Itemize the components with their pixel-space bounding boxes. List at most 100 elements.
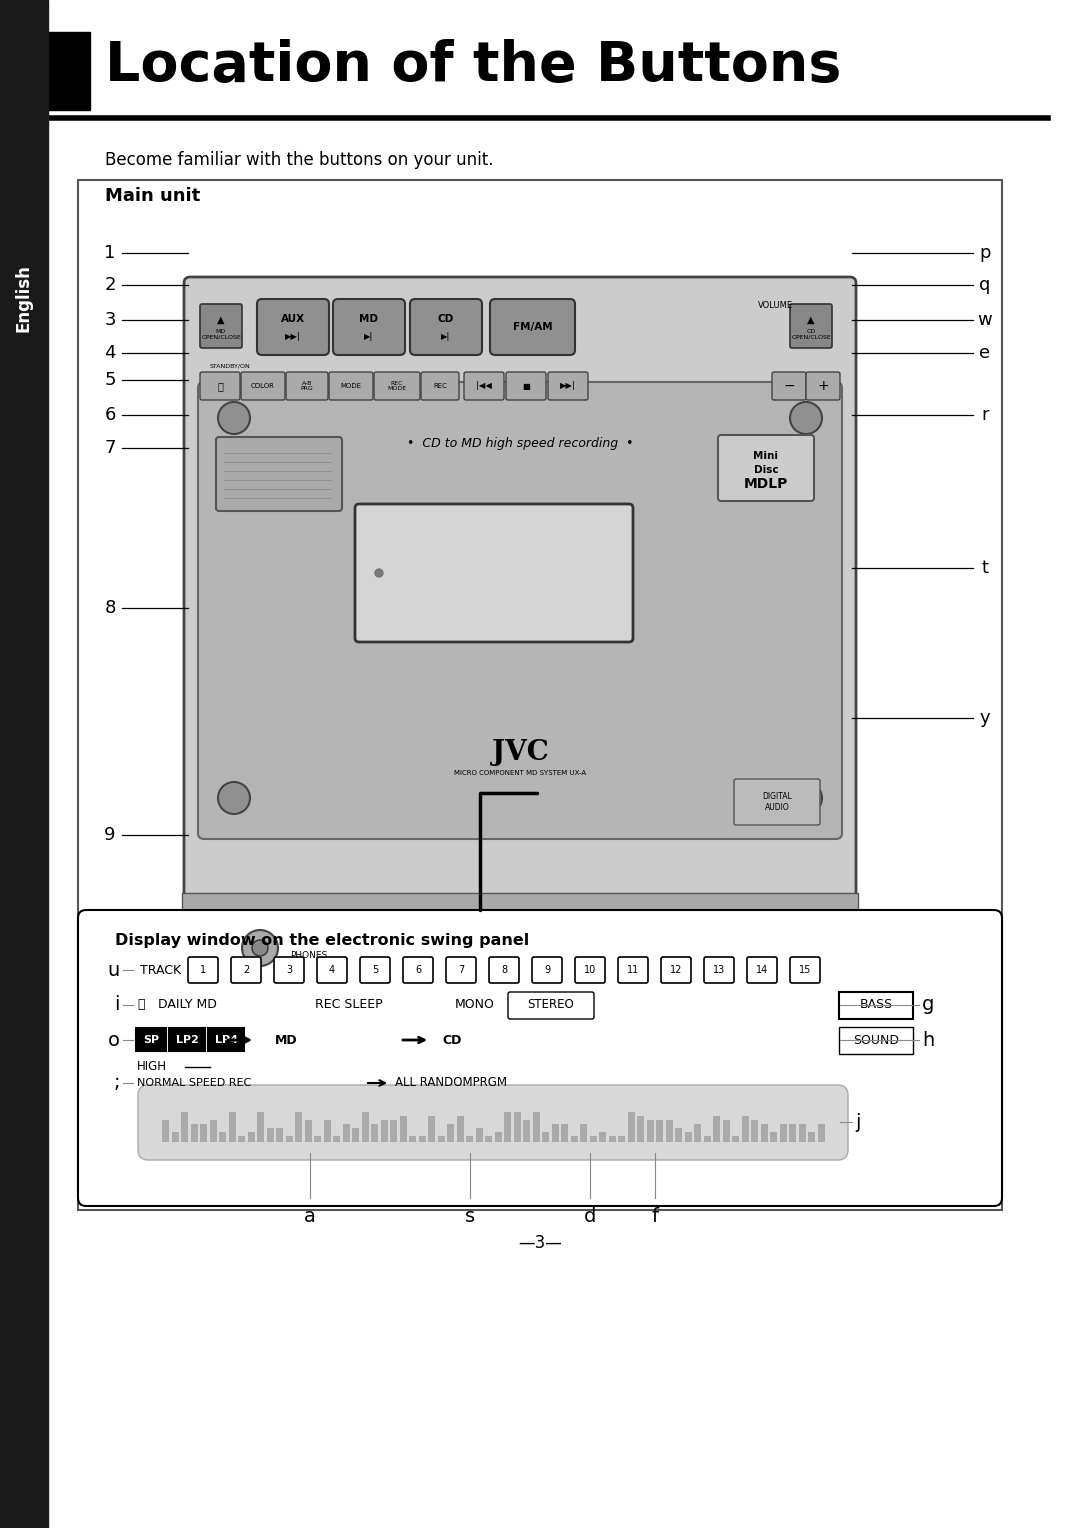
FancyBboxPatch shape: [200, 371, 240, 400]
Text: ▶|: ▶|: [442, 332, 450, 341]
Bar: [428, 1115, 435, 1141]
Text: q: q: [980, 277, 990, 293]
FancyBboxPatch shape: [286, 371, 328, 400]
FancyBboxPatch shape: [446, 957, 476, 983]
Text: 3: 3: [105, 312, 116, 329]
Text: A-B
PRG: A-B PRG: [300, 380, 313, 391]
Text: MDLP: MDLP: [744, 477, 788, 490]
Text: COLOR: COLOR: [251, 384, 275, 390]
Text: j: j: [855, 1112, 861, 1132]
Text: u: u: [108, 961, 120, 979]
Circle shape: [252, 940, 268, 957]
Bar: [532, 1112, 540, 1141]
Bar: [295, 1112, 302, 1141]
Bar: [247, 1132, 255, 1141]
Text: English: English: [15, 264, 33, 332]
Bar: [495, 1132, 501, 1141]
Text: ALL RANDOMPRGM: ALL RANDOMPRGM: [395, 1077, 507, 1089]
Bar: [627, 1112, 635, 1141]
Bar: [181, 1112, 188, 1141]
FancyBboxPatch shape: [789, 304, 832, 348]
Bar: [419, 1135, 426, 1141]
FancyBboxPatch shape: [188, 957, 218, 983]
Text: ▶▶|: ▶▶|: [285, 332, 301, 341]
FancyBboxPatch shape: [355, 504, 633, 642]
Bar: [818, 1125, 824, 1141]
FancyBboxPatch shape: [772, 371, 806, 400]
Bar: [352, 1128, 359, 1141]
Text: BASS: BASS: [860, 998, 892, 1012]
Text: LP4: LP4: [215, 1034, 238, 1045]
FancyBboxPatch shape: [747, 957, 777, 983]
Text: —3—: —3—: [518, 1235, 562, 1251]
Text: CD: CD: [437, 313, 454, 324]
Bar: [742, 1115, 748, 1141]
Text: 15: 15: [799, 966, 811, 975]
Text: 10: 10: [584, 966, 596, 975]
Text: 9: 9: [105, 827, 116, 843]
Bar: [257, 1112, 264, 1141]
Bar: [713, 1115, 720, 1141]
Text: 6: 6: [415, 966, 421, 975]
Bar: [542, 1132, 549, 1141]
FancyBboxPatch shape: [532, 957, 562, 983]
Bar: [637, 1115, 644, 1141]
Bar: [400, 1115, 406, 1141]
Text: i: i: [114, 996, 120, 1015]
Bar: [513, 1112, 521, 1141]
Text: ⏻: ⏻: [137, 998, 145, 1012]
Circle shape: [242, 931, 278, 966]
FancyBboxPatch shape: [231, 957, 261, 983]
Bar: [723, 1120, 729, 1141]
Bar: [475, 1128, 483, 1141]
Text: 5: 5: [372, 966, 378, 975]
FancyBboxPatch shape: [410, 299, 482, 354]
Text: CD
OPEN/CLOSE: CD OPEN/CLOSE: [792, 329, 831, 339]
Text: MONO: MONO: [455, 998, 495, 1012]
Bar: [0, 0, 48, 1528]
Text: LP2: LP2: [176, 1034, 199, 1045]
FancyBboxPatch shape: [318, 957, 347, 983]
Bar: [372, 1125, 378, 1141]
Bar: [570, 1135, 578, 1141]
Circle shape: [789, 402, 822, 434]
Text: MODE: MODE: [340, 384, 362, 390]
FancyBboxPatch shape: [257, 299, 329, 354]
Text: o: o: [108, 1030, 120, 1050]
FancyBboxPatch shape: [216, 437, 342, 510]
Text: 8: 8: [501, 966, 508, 975]
FancyBboxPatch shape: [138, 1085, 848, 1160]
FancyBboxPatch shape: [839, 1027, 913, 1054]
FancyBboxPatch shape: [618, 957, 648, 983]
Text: s: s: [464, 1207, 475, 1225]
Text: Location of the Buttons: Location of the Buttons: [105, 40, 841, 93]
Bar: [580, 1125, 588, 1141]
Text: g: g: [922, 996, 934, 1015]
Text: 6: 6: [105, 406, 116, 423]
Bar: [324, 1120, 330, 1141]
Bar: [380, 1120, 388, 1141]
Bar: [694, 1125, 701, 1141]
FancyBboxPatch shape: [489, 957, 519, 983]
Bar: [732, 1135, 739, 1141]
FancyBboxPatch shape: [789, 957, 820, 983]
Text: ■: ■: [522, 382, 530, 391]
Bar: [48, 32, 90, 110]
Text: 12: 12: [670, 966, 683, 975]
Text: d: d: [584, 1207, 596, 1225]
FancyBboxPatch shape: [421, 371, 459, 400]
FancyBboxPatch shape: [168, 1028, 205, 1051]
FancyBboxPatch shape: [734, 779, 820, 825]
FancyBboxPatch shape: [198, 382, 842, 839]
Circle shape: [218, 402, 249, 434]
Text: e: e: [980, 344, 990, 362]
Bar: [798, 1125, 806, 1141]
Text: 2: 2: [243, 966, 249, 975]
Bar: [342, 1125, 350, 1141]
Text: 7: 7: [458, 966, 464, 975]
Text: ;: ;: [113, 1074, 120, 1093]
Bar: [210, 1120, 216, 1141]
Bar: [229, 1112, 235, 1141]
Bar: [770, 1132, 777, 1141]
Text: h: h: [922, 1030, 934, 1050]
